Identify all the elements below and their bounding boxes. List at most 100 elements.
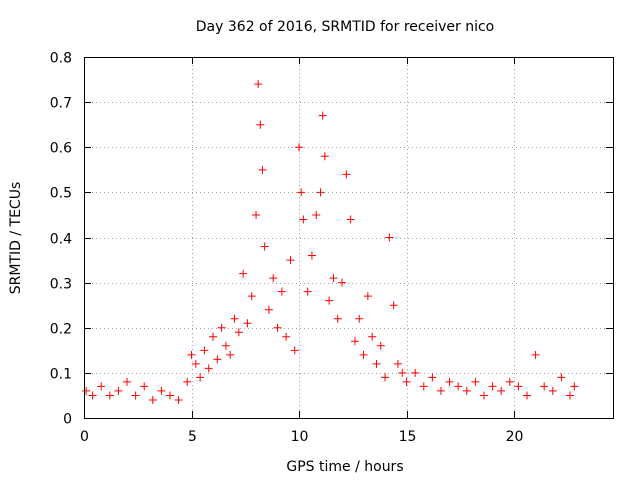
data-point bbox=[359, 350, 368, 359]
data-point bbox=[299, 215, 308, 224]
data-point bbox=[213, 355, 222, 364]
data-point bbox=[389, 301, 398, 310]
data-point bbox=[540, 382, 549, 391]
data-point bbox=[376, 341, 385, 350]
data-point bbox=[297, 188, 306, 197]
y-tick-label: 0.3 bbox=[50, 277, 72, 293]
data-point bbox=[385, 233, 394, 242]
data-point bbox=[269, 274, 278, 283]
data-point bbox=[97, 382, 106, 391]
data-point bbox=[565, 391, 574, 400]
data-point bbox=[462, 386, 471, 395]
data-point bbox=[286, 256, 295, 265]
data-point bbox=[318, 111, 327, 120]
data-point bbox=[393, 359, 402, 368]
data-point bbox=[333, 314, 342, 323]
x-tick-label: 5 bbox=[188, 429, 197, 445]
data-point bbox=[123, 377, 132, 386]
data-point bbox=[217, 323, 226, 332]
data-point bbox=[221, 341, 230, 350]
data-point bbox=[411, 368, 420, 377]
y-tick-label: 0.4 bbox=[50, 232, 72, 248]
data-point bbox=[531, 350, 540, 359]
data-point bbox=[196, 373, 205, 382]
data-point bbox=[398, 368, 407, 377]
data-point bbox=[479, 391, 488, 400]
y-tick-label: 0.1 bbox=[50, 367, 72, 383]
data-point bbox=[445, 377, 454, 386]
x-tick-label: 15 bbox=[399, 429, 417, 445]
data-point bbox=[436, 386, 445, 395]
data-point bbox=[273, 323, 282, 332]
y-axis-label: SRMTID / TECUs bbox=[8, 182, 24, 295]
data-point bbox=[243, 319, 252, 328]
data-point bbox=[209, 332, 218, 341]
data-point bbox=[363, 292, 372, 301]
data-point bbox=[303, 287, 312, 296]
data-point bbox=[254, 80, 263, 89]
data-point bbox=[148, 395, 157, 404]
data-point bbox=[82, 386, 91, 395]
data-point bbox=[312, 210, 321, 219]
data-point bbox=[557, 373, 566, 382]
data-point bbox=[350, 337, 359, 346]
data-point bbox=[131, 391, 140, 400]
data-point bbox=[368, 332, 377, 341]
data-point bbox=[402, 377, 411, 386]
data-point bbox=[548, 386, 557, 395]
y-tick-label: 0.7 bbox=[50, 96, 72, 112]
axis-ticks bbox=[84, 57, 613, 419]
y-tick-label: 0.6 bbox=[50, 141, 72, 157]
data-point bbox=[140, 382, 149, 391]
data-point bbox=[522, 391, 531, 400]
y-tick-label: 0.8 bbox=[50, 51, 72, 67]
data-point bbox=[505, 377, 514, 386]
grid-lines bbox=[84, 57, 613, 418]
data-point bbox=[329, 274, 338, 283]
data-point bbox=[258, 165, 267, 174]
data-point bbox=[497, 386, 506, 395]
data-point bbox=[355, 314, 364, 323]
data-point bbox=[260, 242, 269, 251]
data-point bbox=[316, 188, 325, 197]
data-point bbox=[239, 269, 248, 278]
x-tick-label: 20 bbox=[506, 429, 524, 445]
data-point bbox=[114, 386, 123, 395]
data-point bbox=[295, 143, 304, 152]
data-point bbox=[277, 287, 286, 296]
data-point bbox=[338, 278, 347, 287]
x-tick-labels: 0 5 10 15 20 bbox=[80, 429, 523, 445]
data-point bbox=[157, 386, 166, 395]
data-point bbox=[290, 346, 299, 355]
data-point bbox=[428, 373, 437, 382]
data-point bbox=[187, 350, 196, 359]
x-tick-label: 10 bbox=[291, 429, 309, 445]
data-point bbox=[230, 314, 239, 323]
data-point bbox=[204, 364, 213, 373]
data-point bbox=[252, 210, 261, 219]
data-point bbox=[514, 382, 523, 391]
data-points bbox=[82, 80, 579, 404]
y-tick-labels: 0 0.1 0.2 0.3 0.4 0.5 0.6 0.7 0.8 bbox=[50, 51, 72, 428]
data-point bbox=[282, 332, 291, 341]
data-point bbox=[88, 391, 97, 400]
data-point bbox=[226, 350, 235, 359]
data-point bbox=[105, 391, 114, 400]
data-point bbox=[471, 377, 480, 386]
data-point bbox=[372, 359, 381, 368]
data-point bbox=[454, 382, 463, 391]
data-point bbox=[381, 373, 390, 382]
data-point bbox=[256, 120, 265, 129]
data-point bbox=[183, 377, 192, 386]
data-point bbox=[325, 296, 334, 305]
data-point bbox=[307, 251, 316, 260]
y-tick-label: 0.5 bbox=[50, 186, 72, 202]
data-point bbox=[342, 170, 351, 179]
data-point bbox=[247, 292, 256, 301]
data-point bbox=[166, 391, 175, 400]
data-point bbox=[234, 328, 243, 337]
y-tick-label: 0.2 bbox=[50, 322, 72, 338]
